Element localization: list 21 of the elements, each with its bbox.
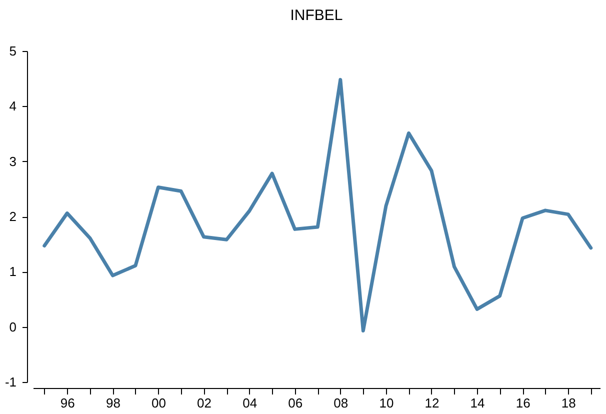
chart-title: INFBEL <box>290 7 343 24</box>
x-tick-label: 08 <box>334 396 348 410</box>
x-tick-label: 10 <box>379 396 394 410</box>
x-tick-label: 16 <box>516 396 530 410</box>
x-tick-label: 02 <box>197 396 212 410</box>
x-tick-label: 98 <box>106 396 120 410</box>
x-tick-label: 06 <box>288 396 303 410</box>
y-tick-label: 0 <box>9 319 16 334</box>
y-tick-label: -1 <box>4 374 16 390</box>
y-tick-label: 4 <box>9 98 16 114</box>
y-tick-label: 2 <box>9 209 16 224</box>
x-tick-label: 04 <box>242 396 258 410</box>
x-tick-label: 18 <box>561 396 576 410</box>
x-tick-label: 14 <box>470 396 485 410</box>
x-tick-label: 96 <box>60 396 75 410</box>
y-tick-label: 1 <box>9 264 16 280</box>
line-series <box>42 78 593 332</box>
y-tick-label: 5 <box>9 44 16 58</box>
x-tick-label: 12 <box>424 396 440 410</box>
x-tick-label: 00 <box>152 396 166 410</box>
y-tick-label: 3 <box>9 154 16 169</box>
